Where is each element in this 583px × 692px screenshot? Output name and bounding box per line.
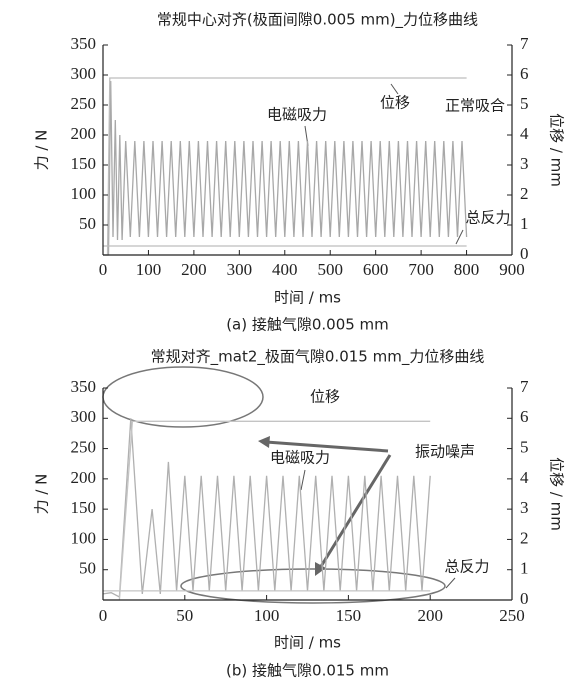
y2-tick-label: 1	[520, 559, 529, 578]
y2-axis-label: 位移 / mm	[548, 457, 566, 531]
annotation: 电磁吸力	[270, 449, 330, 467]
x-tick-label: 50	[176, 606, 193, 625]
y-tick-label: 350	[71, 34, 97, 53]
arrow-head	[315, 562, 326, 576]
pointer	[390, 83, 399, 95]
y2-tick-label: 7	[520, 377, 529, 396]
x-tick-label: 200	[181, 260, 207, 279]
y-tick-label: 300	[71, 407, 97, 426]
annotation: 电磁吸力	[267, 106, 327, 124]
y2-tick-label: 7	[520, 34, 529, 53]
x-tick-label: 900	[499, 260, 525, 279]
highlight-ellipse	[180, 568, 446, 604]
x-tick-label: 500	[317, 260, 343, 279]
y-tick-label: 200	[71, 468, 97, 487]
y-tick-label: 50	[79, 559, 96, 578]
y2-tick-label: 4	[520, 468, 529, 487]
y-tick-label: 350	[71, 377, 97, 396]
data-line	[102, 418, 431, 599]
y-tick-label: 300	[71, 64, 97, 83]
x-tick-label: 100	[254, 606, 280, 625]
chart-title: 常规对齐_mat2_极面气隙0.015 mm_力位移曲线	[151, 348, 485, 367]
y2-tick-label: 5	[520, 437, 529, 456]
y2-tick-label: 2	[520, 184, 529, 203]
y2-tick-label: 2	[520, 528, 529, 547]
arrow	[265, 440, 389, 453]
y-tick-label: 150	[71, 498, 97, 517]
x-tick-label: 300	[227, 260, 253, 279]
x-tick-label: 150	[336, 606, 362, 625]
y2-tick-label: 4	[520, 124, 529, 143]
x-tick-label: 400	[272, 260, 298, 279]
x-tick-label: 800	[454, 260, 480, 279]
y2-tick-label: 1	[520, 214, 529, 233]
y2-tick-label: 0	[520, 589, 529, 608]
annotation: 位移	[310, 388, 340, 406]
y2-tick-label: 6	[520, 64, 529, 83]
x-tick-label: 0	[99, 260, 108, 279]
caption: (a) 接触气隙0.005 mm	[226, 316, 389, 334]
data-line	[103, 80, 468, 256]
caption: (b) 接触气隙0.015 mm	[226, 662, 389, 680]
x-tick-label: 0	[99, 606, 108, 625]
arrow	[318, 454, 392, 569]
arrow-head	[258, 436, 270, 448]
y-tick-label: 100	[71, 528, 97, 547]
y2-tick-label: 6	[520, 407, 529, 426]
y-tick-label: 50	[79, 214, 96, 233]
y2-tick-label: 3	[520, 498, 529, 517]
y2-tick-label: 3	[520, 154, 529, 173]
annotation: 正常吸合	[445, 97, 505, 115]
x-tick-label: 700	[408, 260, 434, 279]
y-axis-label: 力 / N	[33, 130, 51, 171]
decorations	[102, 83, 464, 604]
x-axis-label: 时间 / ms	[274, 634, 341, 652]
pointer	[445, 577, 456, 589]
y2-tick-label: 0	[520, 244, 529, 263]
y-tick-label: 250	[71, 437, 97, 456]
y-axis-label: 力 / N	[33, 474, 51, 515]
x-tick-label: 200	[417, 606, 443, 625]
y-tick-label: 150	[71, 154, 97, 173]
annotation: 位移	[380, 94, 410, 112]
pointer	[455, 229, 464, 245]
annotation: 振动噪声	[415, 443, 475, 461]
chart-title: 常规中心对齐(极面间隙0.005 mm)_力位移曲线	[157, 11, 478, 30]
x-tick-label: 600	[363, 260, 389, 279]
x-axis-label: 时间 / ms	[274, 289, 341, 307]
annotation: 总反力	[465, 209, 510, 227]
y-tick-label: 200	[71, 124, 97, 143]
y2-tick-label: 5	[520, 94, 529, 113]
y-tick-label: 100	[71, 184, 97, 203]
highlight-ellipse	[102, 366, 264, 428]
y-tick-label: 250	[71, 94, 97, 113]
x-tick-label: 250	[499, 606, 525, 625]
annotation: 总反力	[444, 558, 489, 576]
y2-axis-label: 位移 / mm	[548, 113, 566, 187]
x-tick-label: 100	[136, 260, 162, 279]
pointer	[300, 469, 306, 491]
